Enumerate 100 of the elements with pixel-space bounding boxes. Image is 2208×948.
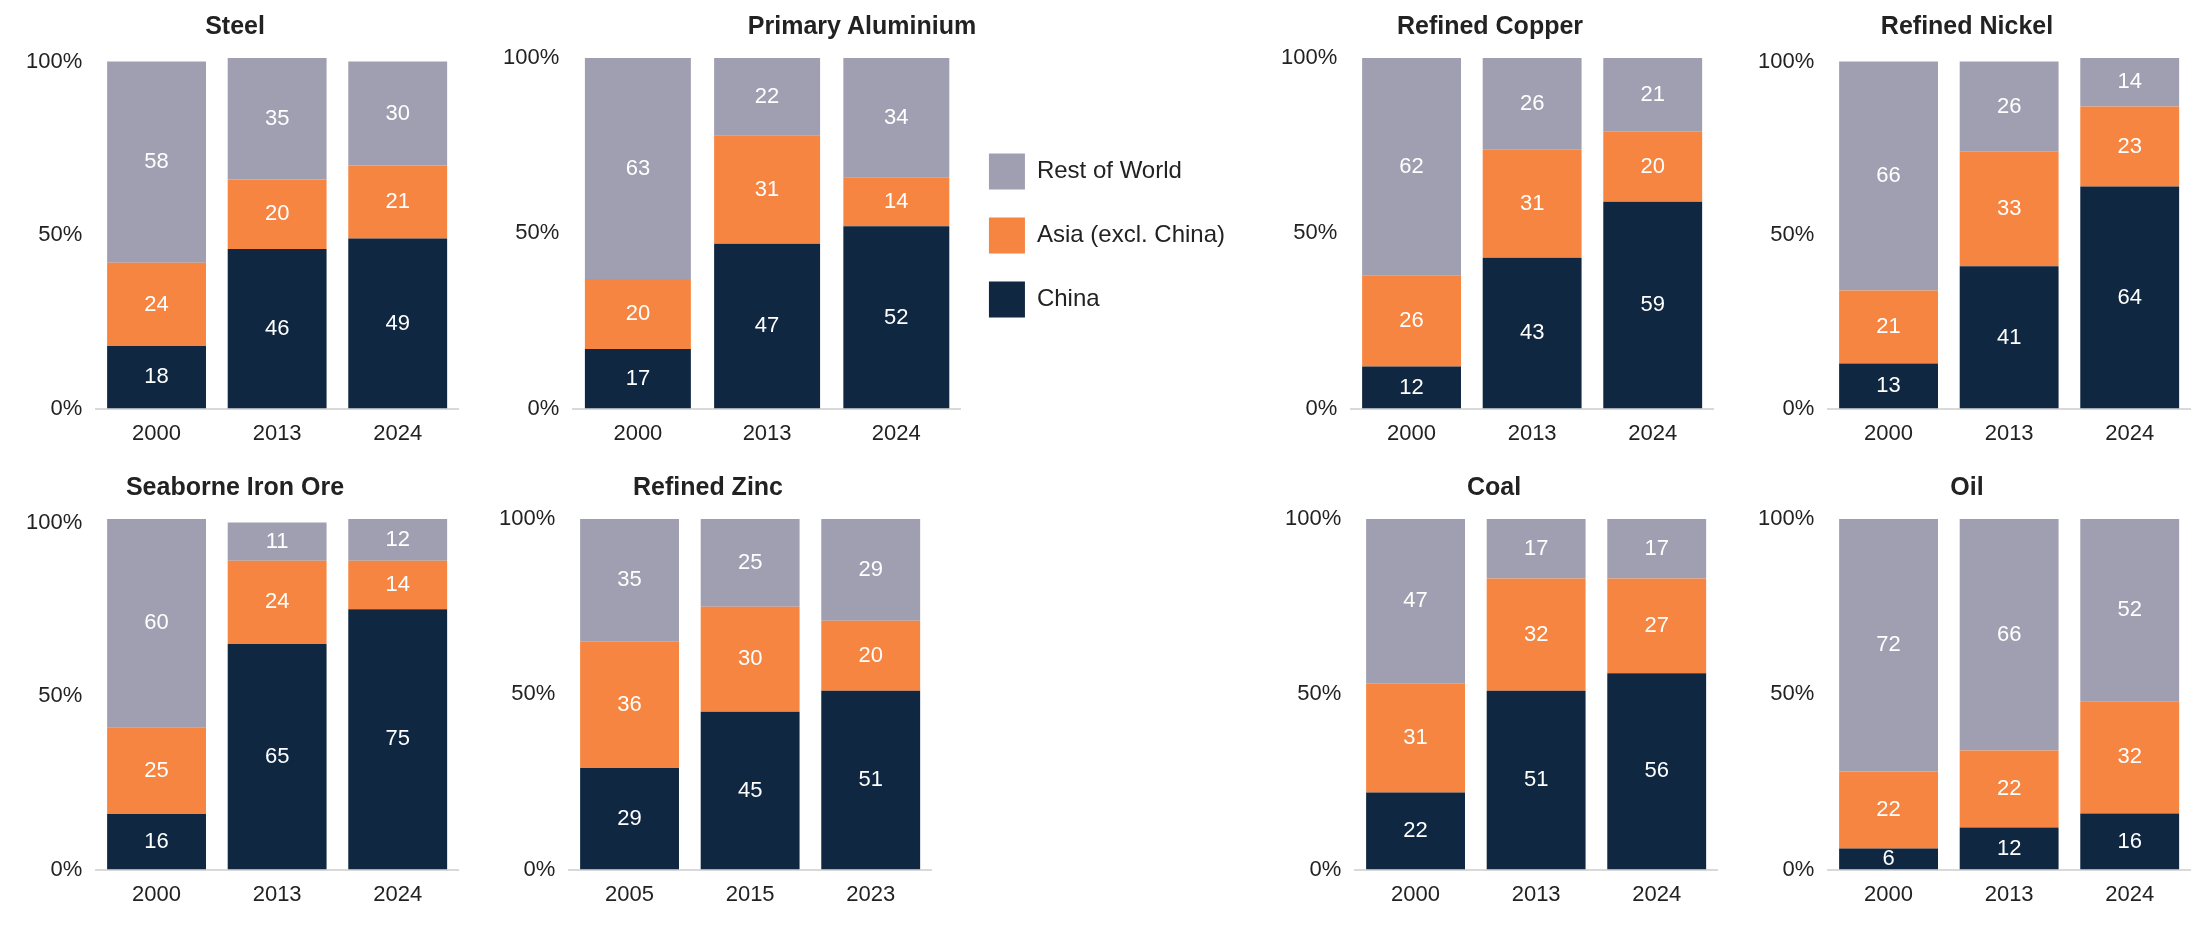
bar xyxy=(2080,701,2180,814)
data-label: 21 xyxy=(385,188,410,214)
bar xyxy=(1602,58,1702,132)
data-label: 13 xyxy=(1876,372,1901,398)
x-tick-label: 2023 xyxy=(846,880,896,906)
data-label: 66 xyxy=(1996,620,2022,646)
bar xyxy=(2080,186,2180,409)
data-label: 26 xyxy=(1398,307,1424,333)
data-label: 20 xyxy=(1640,152,1665,178)
x-tick-label: 2000 xyxy=(1391,880,1441,906)
bar xyxy=(1607,578,1707,674)
data-label: 31 xyxy=(1519,189,1545,215)
y-tick-label: 0% xyxy=(1309,855,1342,881)
y-tick-label: 0% xyxy=(527,394,560,420)
bar xyxy=(700,606,800,712)
x-tick-label: 2013 xyxy=(1507,419,1557,445)
data-label: 59 xyxy=(1640,291,1665,317)
data-label: 30 xyxy=(385,99,410,125)
data-label: 52 xyxy=(2117,596,2142,622)
data-label: 29 xyxy=(858,555,883,581)
bar xyxy=(1361,58,1461,276)
bar xyxy=(1839,290,1938,364)
bar xyxy=(1361,275,1461,367)
bar xyxy=(1482,58,1582,150)
y-tick-label: 100% xyxy=(1757,47,1815,73)
y-tick-label: 100% xyxy=(1284,505,1342,531)
chart-title: Oil xyxy=(1950,471,1984,500)
x-tick-label: 2000 xyxy=(1864,419,1914,445)
y-tick-label: 50% xyxy=(38,221,83,247)
x-tick-label: 2000 xyxy=(132,880,182,906)
bar xyxy=(1361,366,1461,409)
data-label: 22 xyxy=(1403,817,1428,843)
bar xyxy=(1959,151,2059,267)
y-tick-label: 50% xyxy=(1770,680,1815,706)
data-label: 17 xyxy=(1523,534,1549,560)
bar xyxy=(1366,683,1465,793)
y-tick-label: 0% xyxy=(523,855,556,881)
data-label: 31 xyxy=(1403,724,1428,750)
legend-label: Asia (excl. China) xyxy=(1037,220,1226,248)
data-label: 6 xyxy=(1882,845,1895,871)
y-tick-label: 100% xyxy=(25,508,83,534)
chart-title: Primary Aluminium xyxy=(748,10,977,39)
bar xyxy=(227,560,327,644)
bar xyxy=(585,349,692,409)
bar xyxy=(580,641,679,768)
data-label: 24 xyxy=(264,588,290,614)
bar xyxy=(107,346,206,409)
data-label: 75 xyxy=(385,725,410,751)
data-label: 34 xyxy=(884,103,909,129)
bar xyxy=(227,58,327,180)
bar xyxy=(1839,363,1938,409)
bar xyxy=(821,690,921,870)
data-label: 17 xyxy=(625,364,651,390)
x-tick-label: 2024 xyxy=(1632,880,1682,906)
bar xyxy=(585,278,692,349)
data-label: 14 xyxy=(2117,68,2142,94)
x-tick-label: 2013 xyxy=(742,419,792,445)
bar xyxy=(580,767,679,870)
legend-label: Rest of World xyxy=(1037,156,1183,184)
data-label: 20 xyxy=(264,200,290,226)
data-label: 18 xyxy=(144,363,169,389)
data-label: 11 xyxy=(265,527,289,553)
bar xyxy=(843,226,950,409)
data-label: 14 xyxy=(385,571,410,597)
data-label: 66 xyxy=(1876,162,1901,188)
data-label: 32 xyxy=(1523,620,1549,646)
x-tick-label: 2013 xyxy=(1511,880,1561,906)
data-label: 16 xyxy=(2117,827,2142,853)
data-label: 26 xyxy=(1519,89,1545,115)
bar xyxy=(1607,673,1707,870)
y-tick-label: 0% xyxy=(1782,855,1815,881)
data-label: 43 xyxy=(1519,319,1545,345)
bar xyxy=(714,58,821,136)
bar xyxy=(1602,131,1702,202)
bar xyxy=(227,179,327,249)
chart-title: Refined Copper xyxy=(1396,10,1583,39)
bar xyxy=(227,248,327,409)
bar xyxy=(1482,149,1582,258)
x-tick-label: 2013 xyxy=(252,419,302,445)
x-tick-label: 2024 xyxy=(373,880,423,906)
chart-title: Refined Nickel xyxy=(1880,10,2054,39)
data-label: 51 xyxy=(858,766,883,792)
bar xyxy=(2080,519,2180,702)
bar xyxy=(107,727,206,815)
data-label: 30 xyxy=(737,645,763,671)
bar xyxy=(227,643,327,870)
data-label: 21 xyxy=(1640,80,1665,106)
bar xyxy=(1486,578,1586,691)
y-tick-label: 50% xyxy=(1770,221,1815,247)
bar xyxy=(1602,201,1702,409)
bar xyxy=(1366,519,1465,684)
bar xyxy=(1607,519,1707,579)
x-tick-label: 2024 xyxy=(2105,419,2155,445)
legend-label: China xyxy=(1037,284,1101,312)
data-label: 25 xyxy=(144,756,169,782)
bar xyxy=(348,560,448,610)
bar xyxy=(107,519,206,728)
data-label: 56 xyxy=(1644,757,1669,783)
bar xyxy=(1959,750,2059,828)
x-tick-label: 2005 xyxy=(605,880,655,906)
